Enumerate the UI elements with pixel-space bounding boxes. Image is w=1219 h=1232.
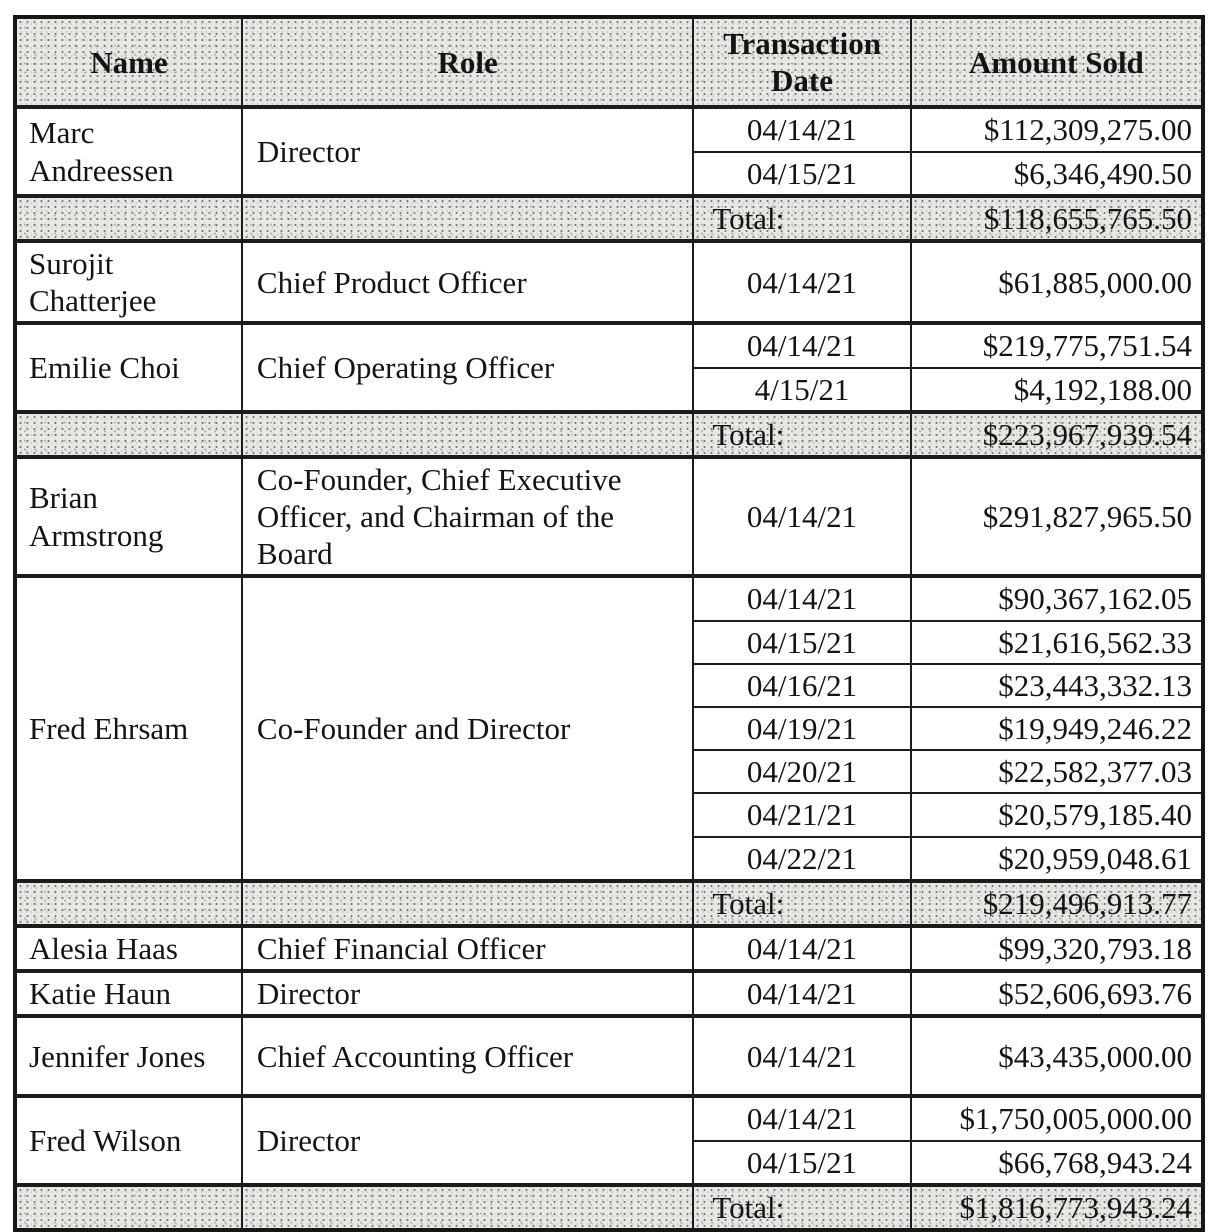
cell-total-amount: $118,655,765.50 bbox=[909, 193, 1205, 242]
header-cell-name: Name bbox=[14, 15, 243, 109]
table-row: 04/20/21 $22,582,377.03 bbox=[15, 749, 1205, 795]
cell-amount: $20,959,048.61 bbox=[909, 836, 1205, 882]
cell-date: 04/14/21 bbox=[692, 923, 912, 973]
cell-empty bbox=[240, 193, 695, 242]
cell-total-amount: $1,816,773,943.24 bbox=[909, 1182, 1205, 1231]
cell-amount: $1,750,005,000.00 bbox=[909, 1094, 1205, 1142]
cell-date: 04/15/21 bbox=[692, 151, 912, 197]
insider-sales-table: Name Role Transaction Date Amount Sold M… bbox=[13, 15, 1205, 1232]
table-row: 04/22/21 $20,959,048.61 bbox=[15, 836, 1205, 882]
cell-date: 04/15/21 bbox=[692, 620, 912, 665]
cell-date: 04/19/21 bbox=[692, 706, 912, 752]
table-row: 04/15/21 $66,768,943.24 bbox=[15, 1139, 1205, 1186]
table-row: Brian Armstrong Co-Founder, Chief Execut… bbox=[14, 454, 1205, 578]
cell-amount: $21,616,562.33 bbox=[909, 620, 1205, 665]
cell-role: Chief Accounting Officer bbox=[240, 1014, 695, 1098]
cell-total-label: Total: bbox=[692, 409, 912, 458]
table-row: 04/15/21 $21,616,562.33 bbox=[15, 620, 1205, 665]
table-row: Jennifer Jones Chief Accounting Officer … bbox=[14, 1014, 1205, 1098]
cell-date: 04/14/21 bbox=[692, 321, 912, 369]
table-row: 04/19/21 $19,949,246.22 bbox=[15, 706, 1205, 752]
cell-total-label: Total: bbox=[692, 193, 912, 242]
cell-date: 04/14/21 bbox=[692, 105, 912, 153]
cell-empty bbox=[14, 878, 243, 927]
total-row: Total: $219,496,913.77 bbox=[14, 878, 1205, 927]
cell-amount: $23,443,332.13 bbox=[909, 663, 1205, 709]
cell-amount: $6,346,490.50 bbox=[909, 151, 1205, 197]
cell-total-amount: $223,967,939.54 bbox=[909, 409, 1205, 458]
cell-role: Co-Founder and Director bbox=[240, 574, 695, 882]
header-cell-amount-sold: Amount Sold bbox=[909, 15, 1205, 109]
cell-date: 04/14/21 bbox=[692, 969, 912, 1018]
cell-amount: $61,885,000.00 bbox=[909, 238, 1205, 325]
cell-name: Katie Haun bbox=[14, 969, 243, 1018]
cell-empty bbox=[240, 878, 695, 927]
cell-empty bbox=[240, 1182, 695, 1231]
cell-name: Surojit Chatterjee bbox=[14, 238, 243, 325]
table-row: Katie Haun Director 04/14/21 $52,606,693… bbox=[14, 969, 1205, 1018]
cell-name: Brian Armstrong bbox=[14, 454, 243, 578]
cell-role: Chief Product Officer bbox=[240, 238, 695, 325]
table-row: Surojit Chatterjee Chief Product Officer… bbox=[14, 238, 1205, 325]
cell-date: 04/14/21 bbox=[692, 238, 912, 325]
cell-date: 04/14/21 bbox=[692, 1014, 912, 1098]
cell-name: Jennifer Jones bbox=[14, 1014, 243, 1098]
cell-amount: $112,309,275.00 bbox=[909, 105, 1205, 153]
cell-name: Emilie Choi bbox=[14, 321, 243, 413]
cell-role: Co-Founder, Chief Executive Officer, and… bbox=[240, 454, 695, 578]
cell-amount: $291,827,965.50 bbox=[909, 454, 1205, 578]
cell-amount: $52,606,693.76 bbox=[909, 969, 1205, 1018]
cell-date: 4/15/21 bbox=[692, 366, 912, 413]
cell-total-label: Total: bbox=[692, 1182, 912, 1231]
cell-amount: $4,192,188.00 bbox=[909, 366, 1205, 413]
cell-role: Chief Operating Officer bbox=[240, 321, 695, 413]
cell-amount: $99,320,793.18 bbox=[909, 923, 1205, 973]
table-row: 04/21/21 $20,579,185.40 bbox=[15, 792, 1205, 838]
cell-total-amount: $219,496,913.77 bbox=[909, 878, 1205, 927]
cell-name: Fred Ehrsam bbox=[14, 574, 243, 882]
cell-role: Chief Financial Officer bbox=[240, 923, 695, 973]
cell-amount: $90,367,162.05 bbox=[909, 574, 1205, 622]
cell-amount: $43,435,000.00 bbox=[909, 1014, 1205, 1098]
cell-date: 04/20/21 bbox=[692, 749, 912, 795]
table-row: Alesia Haas Chief Financial Officer 04/1… bbox=[14, 923, 1205, 973]
total-row: Total: $1,816,773,943.24 bbox=[14, 1182, 1205, 1231]
table-row: Fred Wilson Director 04/14/21 $1,750,005… bbox=[14, 1094, 1205, 1186]
total-row: Total: $223,967,939.54 bbox=[14, 409, 1205, 458]
table-header-row: Name Role Transaction Date Amount Sold bbox=[14, 15, 1205, 109]
cell-amount: $22,582,377.03 bbox=[909, 749, 1205, 795]
cell-name: Marc Andreessen bbox=[14, 105, 243, 197]
cell-amount: $20,579,185.40 bbox=[909, 792, 1205, 838]
cell-date: 04/14/21 bbox=[692, 454, 912, 578]
table-row: 4/15/21 $4,192,188.00 bbox=[15, 366, 1205, 413]
cell-date: 04/14/21 bbox=[692, 1094, 912, 1142]
cell-date: 04/14/21 bbox=[692, 574, 912, 622]
cell-name: Fred Wilson bbox=[14, 1094, 243, 1186]
table-row: 04/16/21 $23,443,332.13 bbox=[15, 663, 1205, 709]
cell-date: 04/21/21 bbox=[692, 792, 912, 838]
cell-amount: $19,949,246.22 bbox=[909, 706, 1205, 752]
cell-date: 04/22/21 bbox=[692, 836, 912, 882]
cell-role: Director bbox=[240, 969, 695, 1018]
cell-empty bbox=[14, 1182, 243, 1231]
cell-name: Alesia Haas bbox=[14, 923, 243, 973]
header-cell-transaction-date: Transaction Date bbox=[692, 15, 912, 109]
cell-role: Director bbox=[240, 105, 695, 197]
cell-date: 04/15/21 bbox=[692, 1139, 912, 1186]
cell-amount: $219,775,751.54 bbox=[909, 321, 1205, 369]
header-cell-role: Role bbox=[240, 15, 695, 109]
cell-empty bbox=[14, 193, 243, 242]
cell-empty bbox=[240, 409, 695, 458]
table-row: Fred Ehrsam Co-Founder and Director 04/1… bbox=[14, 574, 1205, 882]
table-row: Emilie Choi Chief Operating Officer 04/1… bbox=[14, 321, 1205, 413]
total-row: Total: $118,655,765.50 bbox=[14, 193, 1205, 242]
cell-empty bbox=[14, 409, 243, 458]
table-row: 04/15/21 $6,346,490.50 bbox=[15, 151, 1205, 197]
cell-total-label: Total: bbox=[692, 878, 912, 927]
cell-role: Director bbox=[240, 1094, 695, 1186]
cell-amount: $66,768,943.24 bbox=[909, 1139, 1205, 1186]
cell-date: 04/16/21 bbox=[692, 663, 912, 709]
table-row: Marc Andreessen Director 04/14/21 $112,3… bbox=[14, 105, 1205, 197]
